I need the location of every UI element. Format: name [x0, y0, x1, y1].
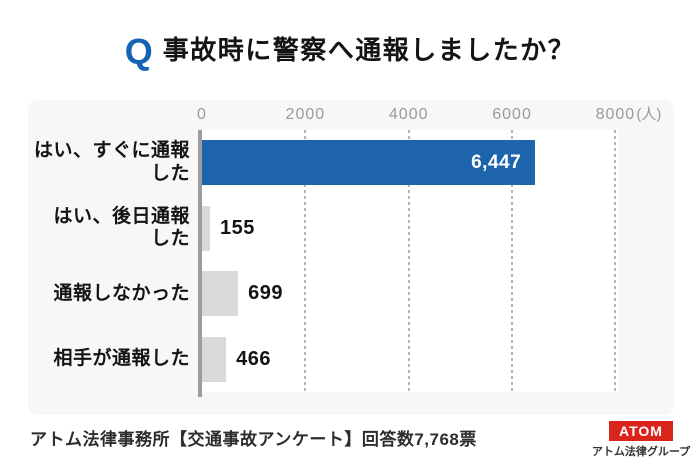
category-label-text: はい、後日通報 した [53, 205, 190, 250]
bar-value-label: 466 [236, 347, 271, 370]
x-axis-unit-label: (人) [636, 106, 662, 123]
page-title: 事故時に警察へ通報しましたか？ [162, 35, 576, 66]
category-label: はい、後日通報 した [28, 196, 190, 262]
bar-value-label: 699 [248, 282, 283, 304]
category-label: はい、すぐに通報 した [28, 130, 190, 196]
x-axis-tick-label: 4000 [388, 106, 429, 123]
x-axis-tick-label: 2000 [285, 106, 326, 123]
bar-row: 699 [202, 261, 618, 327]
category-label-text: 通報しなかった [53, 282, 190, 304]
bar-row: 466 [202, 327, 618, 393]
bar [202, 205, 210, 251]
bar [202, 271, 239, 316]
category-label-text: はい、すぐに通報 した [33, 140, 190, 184]
y-axis-line [198, 130, 202, 397]
gridline [304, 130, 307, 392]
category-label: 相手が通報した [28, 327, 190, 393]
gridline [407, 130, 410, 392]
x-axis-tick-label: 6000 [492, 106, 532, 123]
category-labels: はい、すぐに通報 したはい、後日通報 した通報しなかった 相手が通報した [28, 130, 190, 392]
gridline [511, 130, 514, 392]
gridline [614, 130, 617, 392]
bar-value-label: 155 [220, 216, 255, 239]
atom-logo-subtitle: アトム法律グループ [591, 446, 691, 458]
category-label: 通報しなかった [28, 261, 190, 327]
chart-title: Q 事故時に警察へ通報しましたか？ [0, 31, 700, 72]
bar [202, 336, 227, 382]
bar-rows: 6,447 155 699 466 [202, 130, 618, 392]
x-axis-tick-label: 8000 [595, 106, 636, 123]
footer-caption: アトム法律事務所【交通事故アンケート】回答数7,768票 [30, 430, 477, 449]
atom-logo: ATOM アトム法律グループ [591, 421, 691, 459]
bar-row: 6,447 [202, 130, 618, 196]
atom-logo-box: ATOM [609, 421, 673, 441]
bar-row: 155 [202, 196, 618, 262]
q-icon: Q [124, 31, 153, 72]
bar [202, 140, 536, 185]
bar-value-label: 6,447 [471, 151, 522, 173]
chart-panel: はい、すぐに通報 したはい、後日通報 した通報しなかった 相手が通報した 6,44… [28, 100, 674, 415]
x-axis-tick-label: 0 [197, 106, 207, 123]
category-label-text: 相手が通報した [53, 348, 190, 370]
